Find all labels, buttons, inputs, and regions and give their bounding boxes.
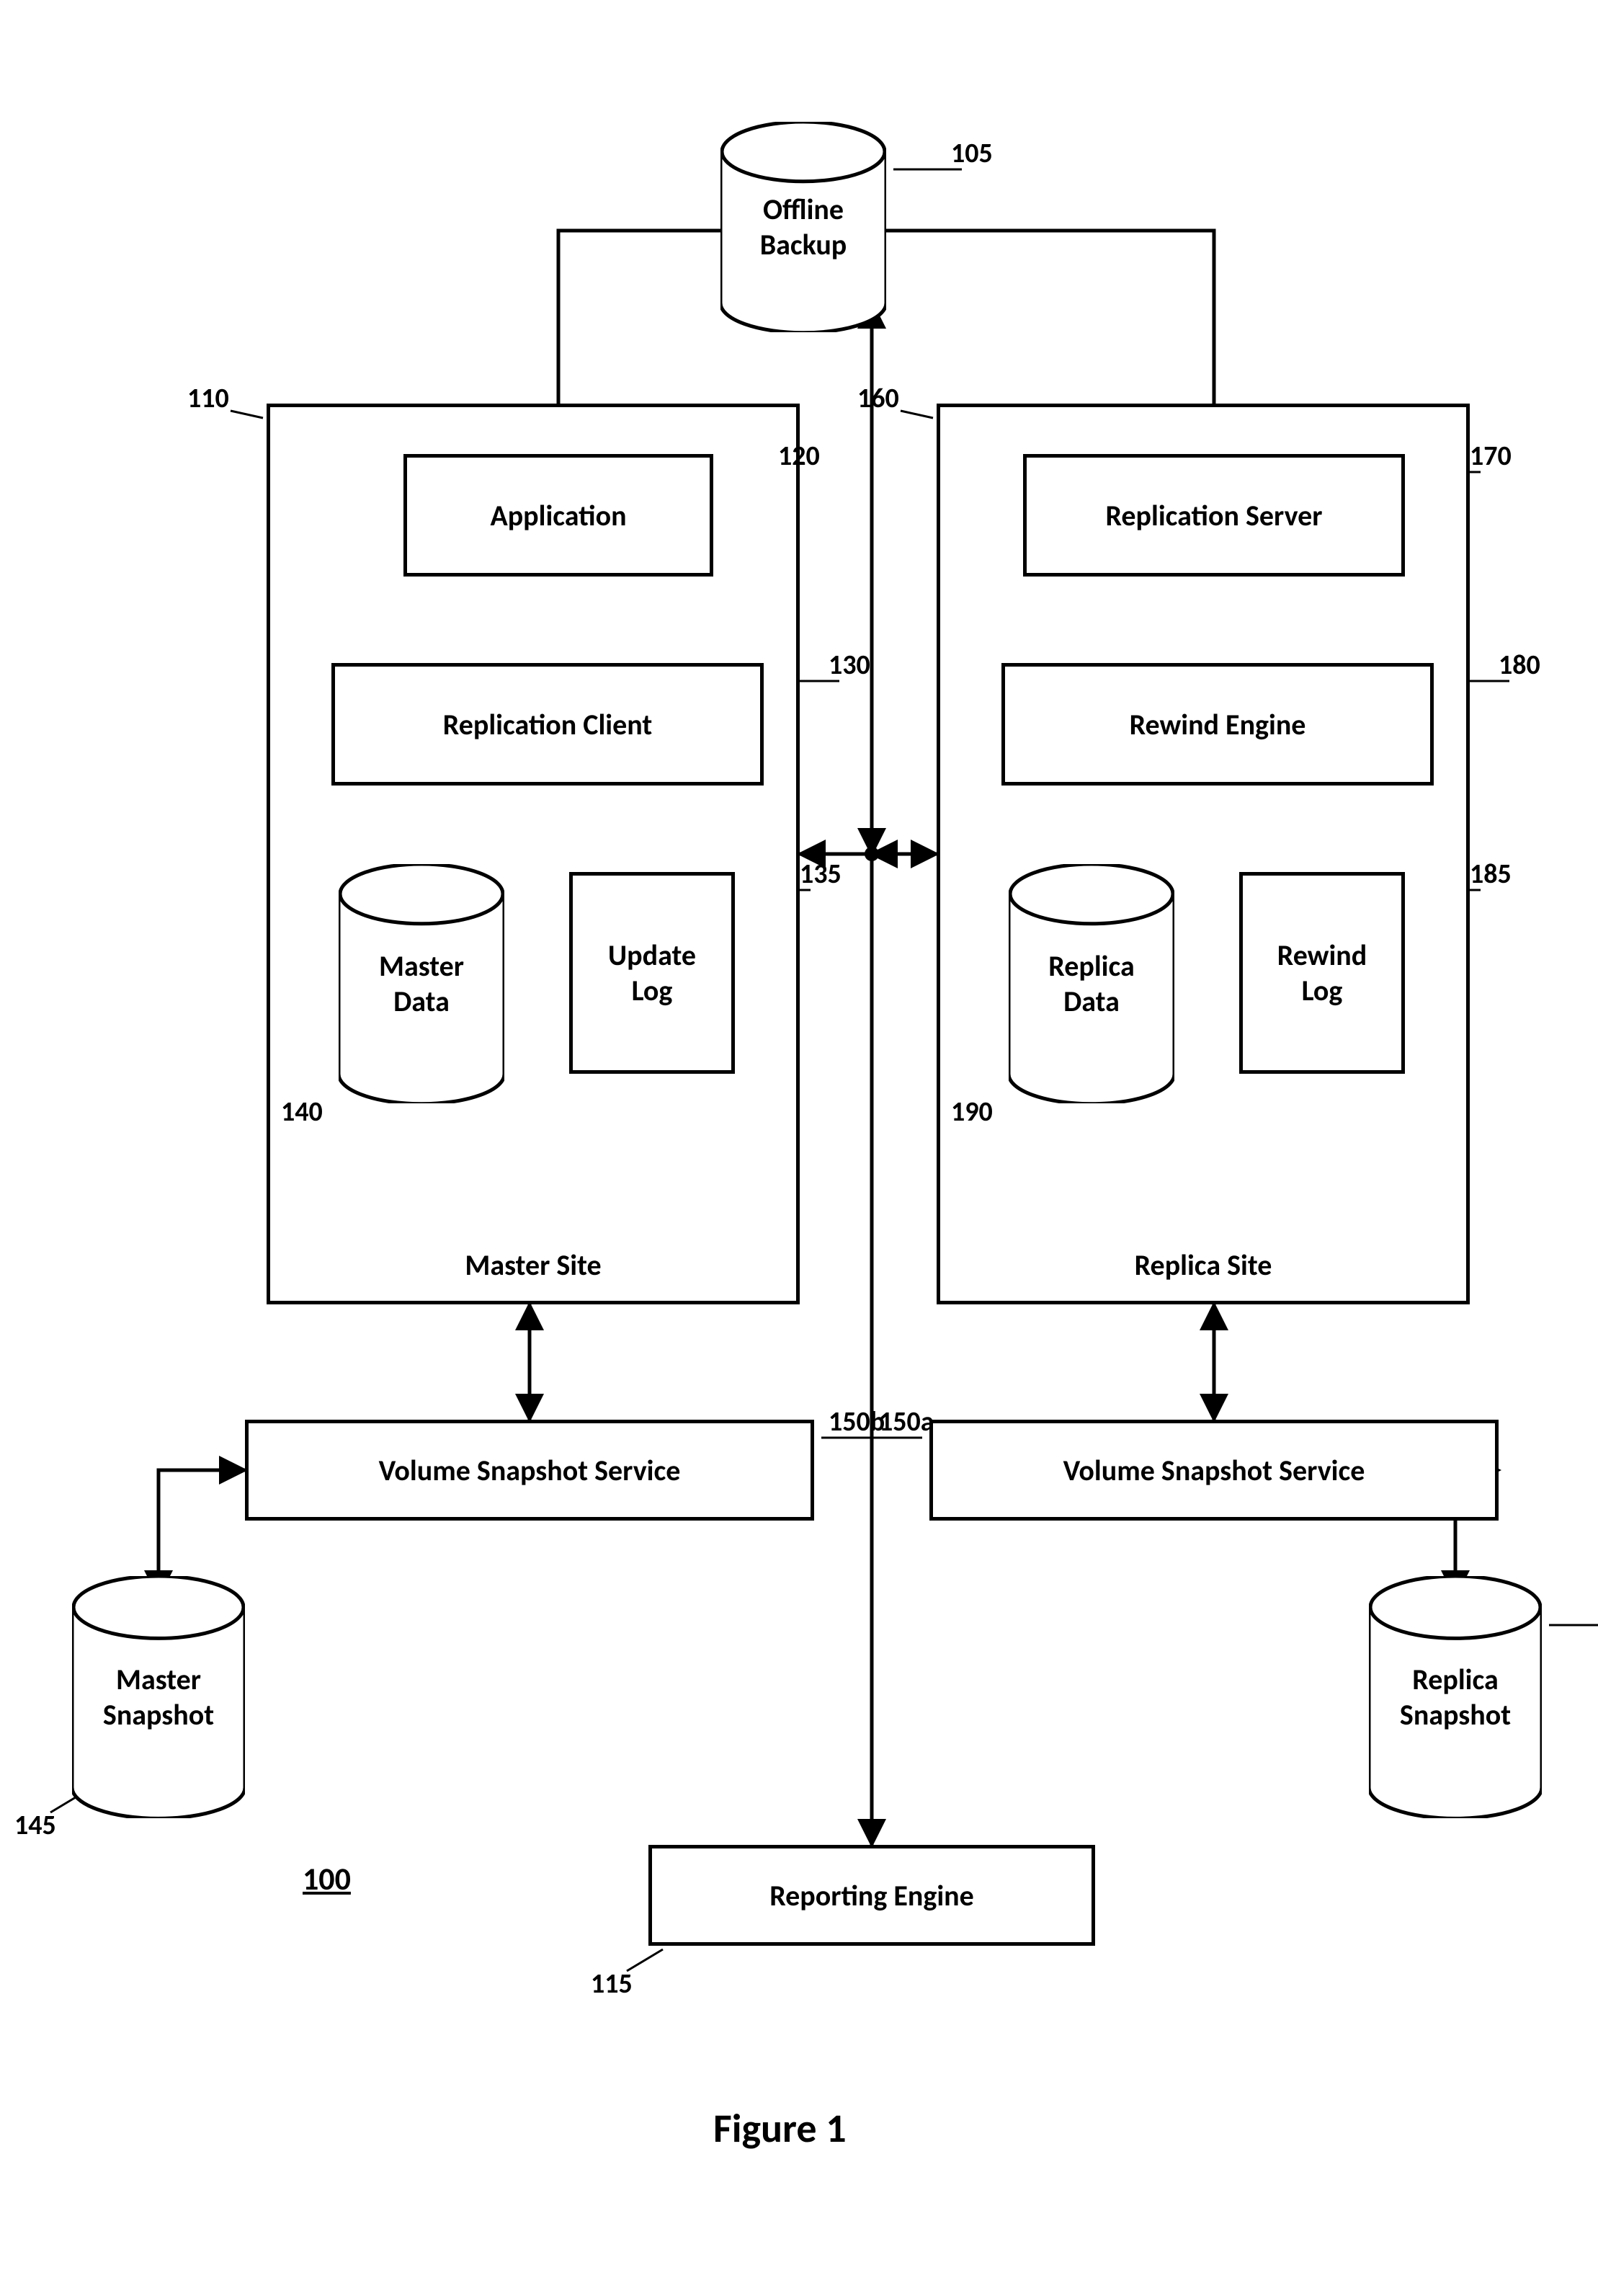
ref-number: 120 <box>778 440 820 473</box>
figure-ref: 100 <box>303 1859 351 1898</box>
repl_server: Replication Server <box>1023 454 1405 577</box>
rewind_engine: Rewind Engine <box>1001 663 1434 786</box>
ref-number: 135 <box>800 858 842 891</box>
ref-number: 140 <box>281 1095 323 1129</box>
cylinder-label: ReplicaData <box>1009 909 1174 1059</box>
ref-number: 150b <box>829 1405 885 1438</box>
container-label: Replica Site <box>940 1247 1466 1283</box>
ref-number: 115 <box>591 1967 633 2001</box>
cylinder-label: MasterSnapshot <box>72 1623 245 1772</box>
ref-number: 130 <box>829 649 870 682</box>
container-label: Master Site <box>270 1247 796 1283</box>
cylinder-label: ReplicaSnapshot <box>1369 1623 1542 1772</box>
repl_client: Replication Client <box>331 663 764 786</box>
offline_backup: OfflineBackup <box>720 122 886 333</box>
ref-number: 170 <box>1470 440 1512 473</box>
ref-number: 190 <box>951 1095 993 1129</box>
vss_a: Volume Snapshot Service <box>245 1420 814 1521</box>
replica_data: ReplicaData <box>1009 864 1174 1104</box>
ref-number: 105 <box>951 137 993 170</box>
master_data: MasterData <box>339 864 504 1104</box>
master_snapshot: MasterSnapshot <box>72 1576 245 1818</box>
rewind_log: RewindLog <box>1239 872 1405 1074</box>
replica_snapshot: ReplicaSnapshot <box>1369 1576 1542 1818</box>
ref-number: 160 <box>857 382 899 415</box>
ref-number: 145 <box>14 1809 56 1842</box>
cylinder-label: MasterData <box>339 909 504 1059</box>
figure-title: Figure 1 <box>713 2104 847 2153</box>
ref-number: 180 <box>1499 649 1540 682</box>
ref-number: 150a <box>879 1405 934 1438</box>
ref-number: 110 <box>187 382 229 415</box>
cylinder-label: OfflineBackup <box>720 166 886 288</box>
application: Application <box>403 454 713 577</box>
ref-number: 185 <box>1470 858 1512 891</box>
update_log: UpdateLog <box>569 872 735 1074</box>
reporting_engine: Reporting Engine <box>648 1845 1095 1946</box>
vss_b: Volume Snapshot Service <box>929 1420 1499 1521</box>
